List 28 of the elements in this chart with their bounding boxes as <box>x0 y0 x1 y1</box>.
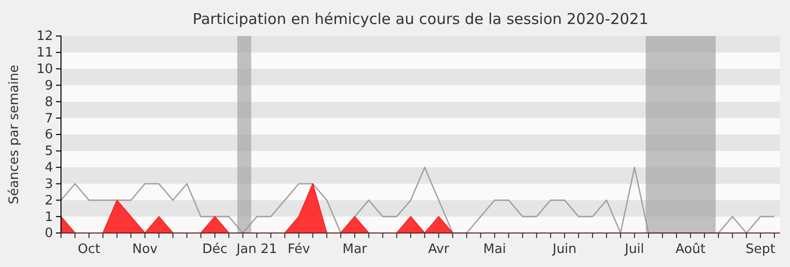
y-tick-label: 6 <box>44 128 53 143</box>
y-axis-title: Séances par semaine <box>7 64 22 204</box>
x-tick-label: Août <box>675 242 706 257</box>
x-tick-label: Mar <box>342 242 368 257</box>
x-tick-label: Nov <box>132 242 158 257</box>
x-tick-label: Mai <box>483 242 506 257</box>
y-tick-label: 4 <box>44 160 53 176</box>
x-tick-label: Sept <box>746 242 776 257</box>
y-tick-label: 11 <box>36 46 53 61</box>
y-tick-label: 1 <box>44 210 53 225</box>
x-tick-label: Fév <box>288 242 310 257</box>
x-tick-label: Jan 21 <box>235 242 278 257</box>
x-tick-label: Oct <box>78 242 100 257</box>
x-tick-label: Déc <box>202 242 228 257</box>
y-tick-label: 8 <box>44 94 53 110</box>
y-tick-label: 0 <box>44 226 53 242</box>
x-tick-label: Juin <box>552 242 577 257</box>
x-tick-label: Avr <box>428 242 450 257</box>
y-tick-label: 5 <box>44 144 53 160</box>
y-tick-label: 2 <box>44 193 53 208</box>
y-tick-label: 9 <box>44 78 53 94</box>
y-tick-label: 7 <box>44 111 53 126</box>
y-tick-label: 3 <box>44 176 53 192</box>
y-tick-label: 12 <box>36 29 53 44</box>
y-tick-label: 10 <box>36 62 53 77</box>
line-series <box>60 166 776 234</box>
x-tick-label: Juil <box>624 242 644 257</box>
chart-title: Participation en hémicycle au cours de la session 2020-2021 <box>192 10 648 28</box>
